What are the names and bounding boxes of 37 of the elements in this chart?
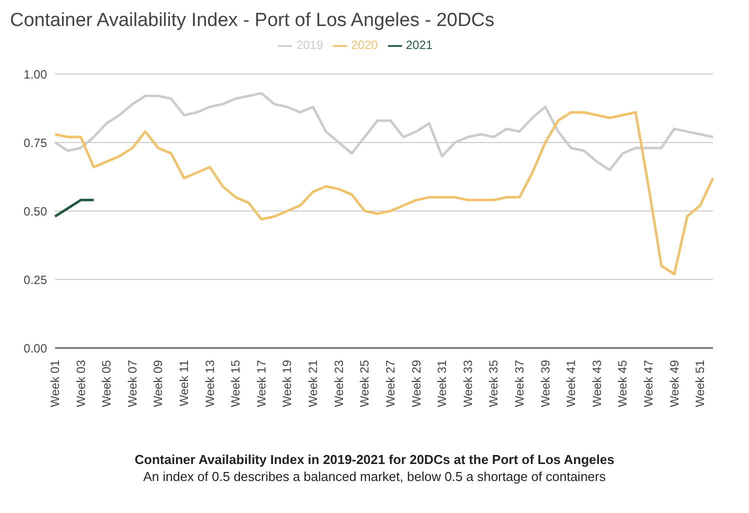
x-tick-label: Week 27 <box>383 360 398 408</box>
x-tick-label: Week 17 <box>254 360 268 408</box>
line-series <box>54 111 714 276</box>
x-tick-label: Week 41 <box>564 360 578 408</box>
x-tick-label: Week 11 <box>177 360 192 406</box>
x-tick-label: Week 43 <box>590 360 604 408</box>
x-tick-label: Week 33 <box>460 360 475 408</box>
x-tick-label: Week 05 <box>100 360 114 408</box>
x-tick-label: Week 51 <box>693 360 708 408</box>
y-tick-label: 0.25 <box>24 272 48 287</box>
x-tick-label: Week 23 <box>332 360 346 408</box>
x-tick-label: Week 49 <box>667 360 682 408</box>
x-tick-label: Week 47 <box>641 360 656 408</box>
x-tick-label: Week 07 <box>125 360 140 408</box>
legend-label: 2020 <box>351 38 378 52</box>
x-tick-label: Week 37 <box>512 360 526 408</box>
x-tick-label: Week 45 <box>616 360 630 408</box>
text: An index of 0.5 describes a balanced market, below 0.5 a shortage of containers <box>142 468 607 485</box>
x-tick-label: Week 19 <box>280 360 294 408</box>
x-tick-label: Week 01 <box>48 360 62 408</box>
x-tick-label: Week 31 <box>435 360 450 408</box>
y-tick-label: 0.00 <box>24 341 48 356</box>
x-tick-label: Week 15 <box>228 360 243 408</box>
text: Container Availability Index in 2019-2021 for 20DCs at the Port of Los Angeles <box>134 451 616 468</box>
x-tick-label: Week 13 <box>202 360 217 408</box>
y-tick-label: 0.50 <box>24 204 48 218</box>
legend-label: 2021 <box>406 38 433 52</box>
x-tick-label: Week 29 <box>409 360 424 408</box>
y-tick-label: 1.00 <box>24 67 48 82</box>
x-tick-label: Week 03 <box>74 360 88 408</box>
x-tick-label: Week 21 <box>306 360 320 408</box>
x-tick-label: Week 35 <box>486 360 501 408</box>
x-tick-label: Week 09 <box>151 360 166 408</box>
y-tick-label: 0.75 <box>24 136 48 150</box>
chart-title: Container Availability Index - Port of Los Angeles - 20DCs <box>9 9 496 33</box>
x-tick-label: Week 25 <box>358 360 372 408</box>
x-tick-label: Week 39 <box>538 360 552 408</box>
